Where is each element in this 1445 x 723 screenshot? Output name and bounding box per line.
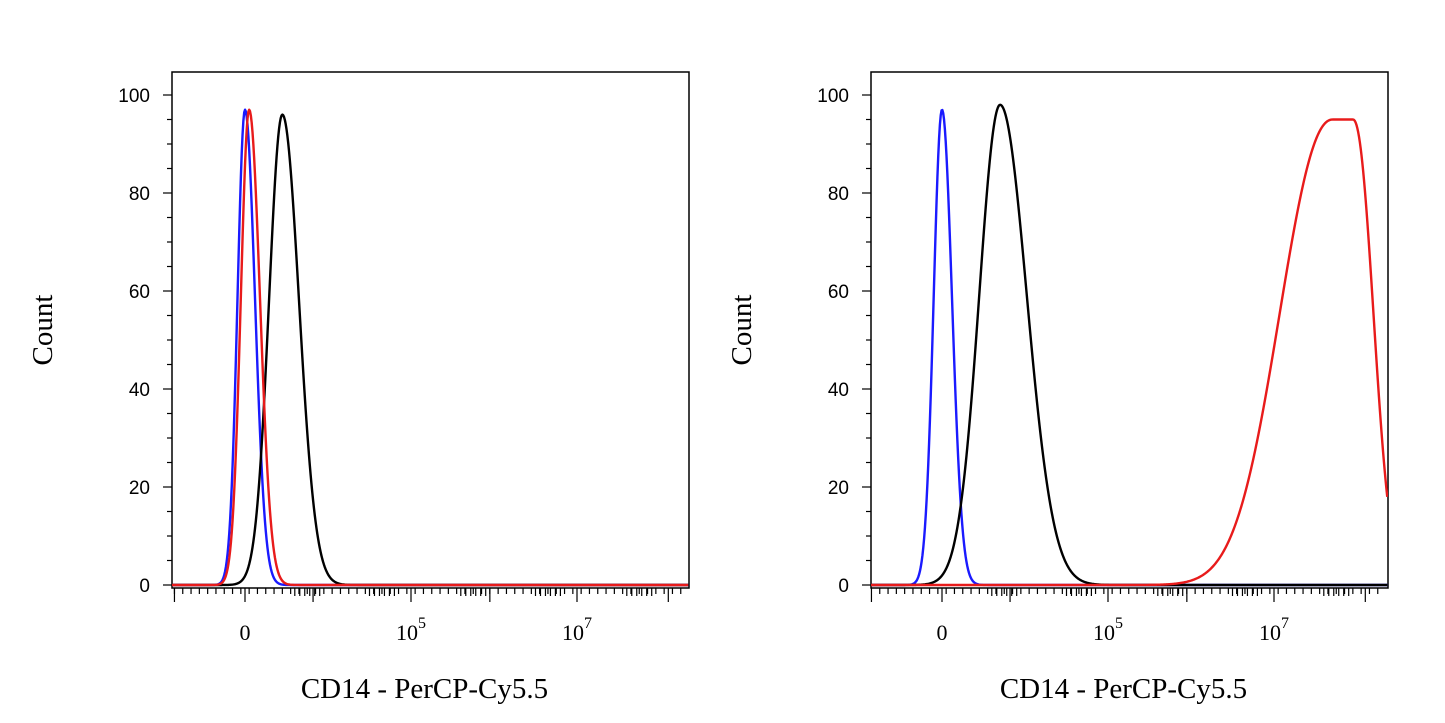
y-tick-label: 0 bbox=[838, 576, 849, 597]
chart-panel-2: 0 20 40 60 80 100 0 105 107 CD14 - PerCP-Cy5.5 Cou… bbox=[726, 71, 1389, 705]
y-tick-label: 0 bbox=[139, 576, 150, 597]
histogram-series-3 bbox=[871, 118, 1388, 587]
x-tick-label: 105 bbox=[1093, 615, 1123, 645]
y-tick-label: 80 bbox=[129, 184, 150, 205]
x-tick-label: 0 bbox=[937, 620, 948, 645]
y-tick-label: 40 bbox=[129, 380, 150, 401]
x-tick-label: 0 bbox=[240, 620, 251, 645]
x-tick-label: 107 bbox=[562, 615, 592, 645]
x-tick-label: 107 bbox=[1259, 615, 1289, 645]
y-tick-label: 80 bbox=[828, 184, 849, 205]
y-tick-label: 20 bbox=[129, 478, 150, 499]
x-axis-title: CD14 - PerCP-Cy5.5 bbox=[1000, 673, 1247, 705]
y-tick-label: 20 bbox=[828, 478, 849, 499]
x-axis-title: CD14 - PerCP-Cy5.5 bbox=[301, 673, 548, 705]
histogram-series-1 bbox=[172, 108, 689, 587]
x-tick-label: 105 bbox=[396, 615, 426, 645]
chart-panel-1: 0 20 40 60 80 100 0 105 107 CD14 - PerCP-Cy5.5 Cou… bbox=[27, 71, 690, 705]
plot-frame bbox=[171, 71, 690, 589]
y-tick-label: 40 bbox=[828, 380, 849, 401]
histogram-series-3 bbox=[172, 108, 689, 587]
y-axis-title: Count bbox=[27, 295, 59, 366]
histogram-series-2 bbox=[172, 113, 689, 587]
y-tick-label: 100 bbox=[118, 86, 150, 107]
plot-frame bbox=[870, 71, 1389, 589]
y-tick-label: 100 bbox=[817, 86, 849, 107]
histogram-series-1 bbox=[871, 108, 1388, 587]
y-tick-label: 60 bbox=[828, 282, 849, 303]
y-tick-label: 60 bbox=[129, 282, 150, 303]
y-axis-title: Count bbox=[726, 295, 758, 366]
